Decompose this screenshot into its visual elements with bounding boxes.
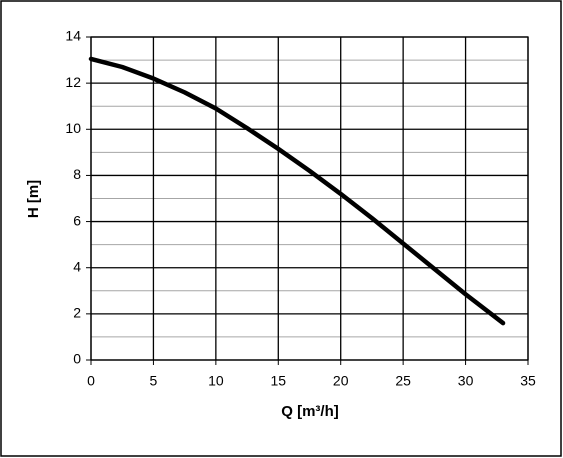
curve (88, 56, 506, 326)
plot-frame (90, 36, 529, 361)
x-tick-label: 0 (87, 373, 95, 389)
y-tick-label: 8 (73, 166, 81, 182)
y-tick-label: 12 (65, 74, 81, 90)
x-tick-label: 35 (520, 373, 536, 389)
x-tick-label: 25 (395, 373, 411, 389)
y-tick-label: 2 (73, 305, 81, 321)
x-tick-label: 20 (333, 373, 349, 389)
y-tick-label: 10 (65, 120, 81, 136)
y-tick-label: 4 (73, 258, 81, 274)
y-tick-label: 6 (73, 212, 81, 228)
x-axis-label: Q [m³/h] (281, 403, 339, 420)
y-tick-label: 0 (73, 351, 81, 367)
x-tick-label: 10 (208, 373, 224, 389)
y-axis-label: H [m] (25, 180, 42, 218)
x-tick-label: 5 (150, 373, 158, 389)
x-tick-label: 30 (458, 373, 474, 389)
y-tick-label: 14 (65, 28, 81, 44)
x-tick-label: 15 (270, 373, 286, 389)
